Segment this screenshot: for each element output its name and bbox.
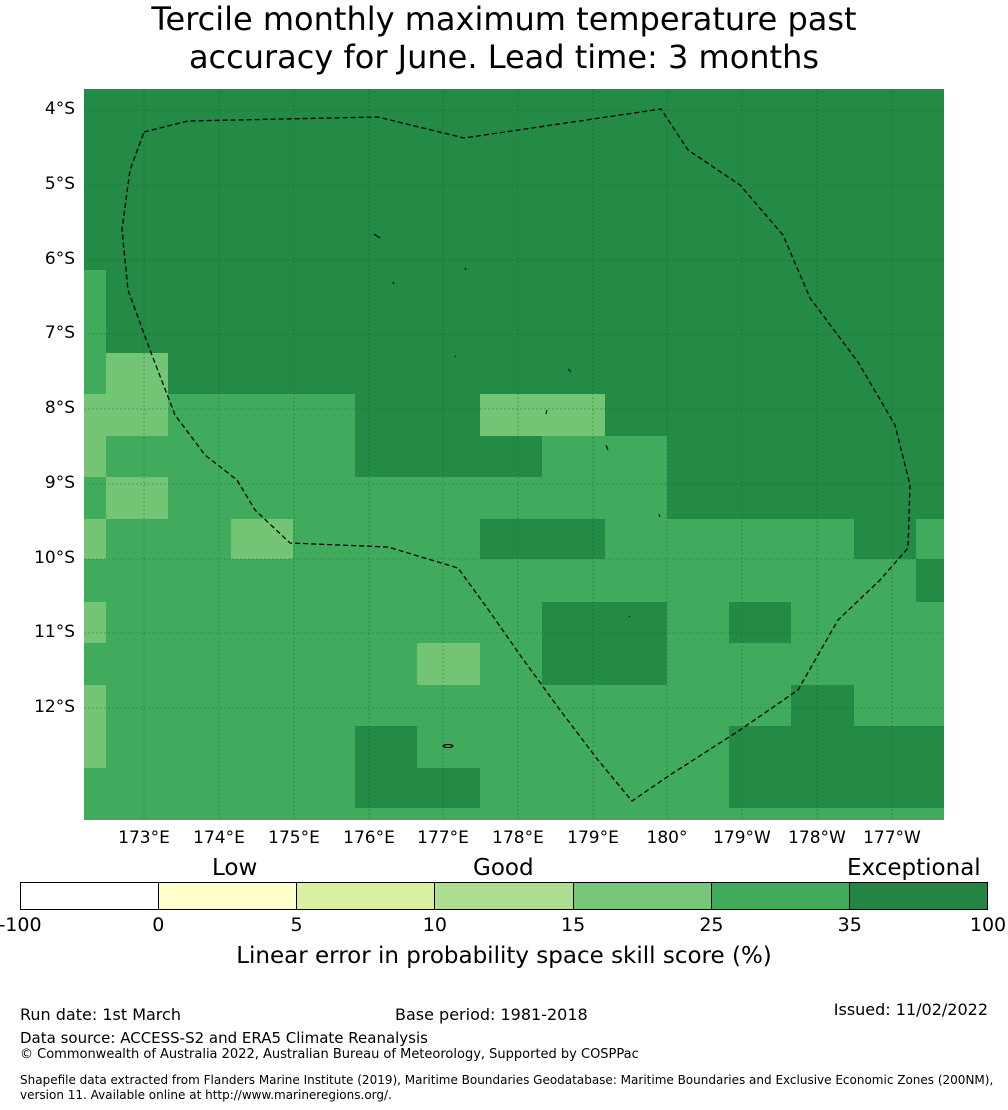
grid-cell xyxy=(417,643,480,685)
latitude-label: 9°S xyxy=(44,473,75,493)
longitude-label: 177°W xyxy=(863,828,921,848)
grid-cell xyxy=(355,394,480,477)
graticule xyxy=(84,89,944,820)
grid-cell xyxy=(84,394,168,436)
longitude-label: 179°W xyxy=(713,828,771,848)
latitude-label: 4°S xyxy=(44,99,75,119)
longitude-label: 173°E xyxy=(118,828,170,848)
data-source: Data source: ACCESS-S2 and ERA5 Climate … xyxy=(20,1029,428,1047)
grid-cell xyxy=(480,436,542,477)
grid-cell xyxy=(854,519,916,559)
grid-cell xyxy=(106,353,168,394)
island xyxy=(605,444,609,451)
island xyxy=(464,267,467,271)
grid-cell xyxy=(791,685,854,726)
colorbar-tick-label: 35 xyxy=(837,914,862,936)
latitude-label: 7°S xyxy=(44,323,75,343)
grid-cell xyxy=(231,519,293,559)
grid-cell xyxy=(168,353,944,394)
latitude-label: 5°S xyxy=(44,174,75,194)
title-line-1: Tercile monthly maximum temperature past xyxy=(151,0,857,38)
colorbar-tick-label: 5 xyxy=(290,914,303,936)
copyright: © Commonwealth of Australia 2022, Austra… xyxy=(20,1047,639,1062)
grid-cell xyxy=(605,394,944,436)
island xyxy=(442,743,454,749)
longitude-label: 178°W xyxy=(788,828,846,848)
base-period: Base period: 1981-2018 xyxy=(395,1005,588,1024)
skill-score-map xyxy=(84,89,944,820)
colorbar-segment xyxy=(159,883,298,909)
title-line-2: accuracy for June. Lead time: 3 months xyxy=(188,38,820,76)
island xyxy=(373,233,381,239)
grid-cell xyxy=(480,519,605,559)
grid-cell xyxy=(106,477,168,519)
colorbar-segment xyxy=(435,883,574,909)
colorbar-tick-label: 15 xyxy=(561,914,586,936)
shapefile-credit: Shapefile data extracted from Flanders M… xyxy=(20,1073,994,1102)
grid-cells xyxy=(84,89,944,820)
island xyxy=(628,615,631,618)
grid-cell xyxy=(667,436,944,519)
latitude-label: 10°S xyxy=(34,548,75,568)
grid-cell xyxy=(84,519,106,559)
grid-cell xyxy=(84,602,106,643)
latitude-label: 12°S xyxy=(34,697,75,717)
colorbar-segment xyxy=(573,883,712,909)
grid-cell xyxy=(84,89,944,270)
longitude-label: 179°E xyxy=(567,828,619,848)
grid-cell xyxy=(106,270,944,353)
category-exceptional: Exceptional xyxy=(847,855,981,881)
longitude-label: 174°E xyxy=(193,828,245,848)
grid-cell xyxy=(84,685,106,768)
colorbar-tick-label: -100 xyxy=(0,914,42,936)
colorbar-tick-label: 10 xyxy=(422,914,447,936)
island xyxy=(545,409,548,415)
colorbar-tick-label: 100 xyxy=(969,914,1007,936)
colorbar-tick-label: 0 xyxy=(152,914,165,936)
island xyxy=(454,355,457,358)
grid-cell xyxy=(729,726,944,808)
map-title: Tercile monthly maximum temperature past… xyxy=(0,0,1008,76)
longitude-label: 177°E xyxy=(417,828,469,848)
grid-cell xyxy=(480,394,605,436)
island xyxy=(392,281,395,285)
grid-cell xyxy=(355,726,417,808)
latitude-label: 11°S xyxy=(34,622,75,642)
grid-cell xyxy=(84,436,106,477)
colorbar-label: Linear error in probability space skill … xyxy=(236,943,772,969)
colorbar-segment xyxy=(711,883,850,909)
issued-date: Issued: 11/02/2022 xyxy=(833,1000,988,1019)
grid-cell xyxy=(916,559,944,602)
colorbar-tick-label: 25 xyxy=(699,914,724,936)
islands xyxy=(373,233,661,749)
grid-cell xyxy=(417,768,480,808)
latitude-label: 8°S xyxy=(44,398,75,418)
category-good: Good xyxy=(473,855,534,881)
category-low: Low xyxy=(212,855,258,881)
grid-cell xyxy=(729,602,791,643)
colorbar xyxy=(20,882,988,910)
colorbar-segment xyxy=(849,883,987,909)
colorbar-segment xyxy=(297,883,436,909)
island xyxy=(567,368,572,373)
grid-cell xyxy=(542,602,667,685)
longitude-label: 175°E xyxy=(268,828,320,848)
longitude-label: 178°E xyxy=(492,828,544,848)
latitude-label: 6°S xyxy=(44,249,75,269)
longitude-label: 180° xyxy=(646,828,688,848)
island xyxy=(658,513,661,518)
colorbar-segment xyxy=(21,883,160,909)
run-date: Run date: 1st March xyxy=(20,1005,181,1024)
longitude-label: 176°E xyxy=(343,828,395,848)
